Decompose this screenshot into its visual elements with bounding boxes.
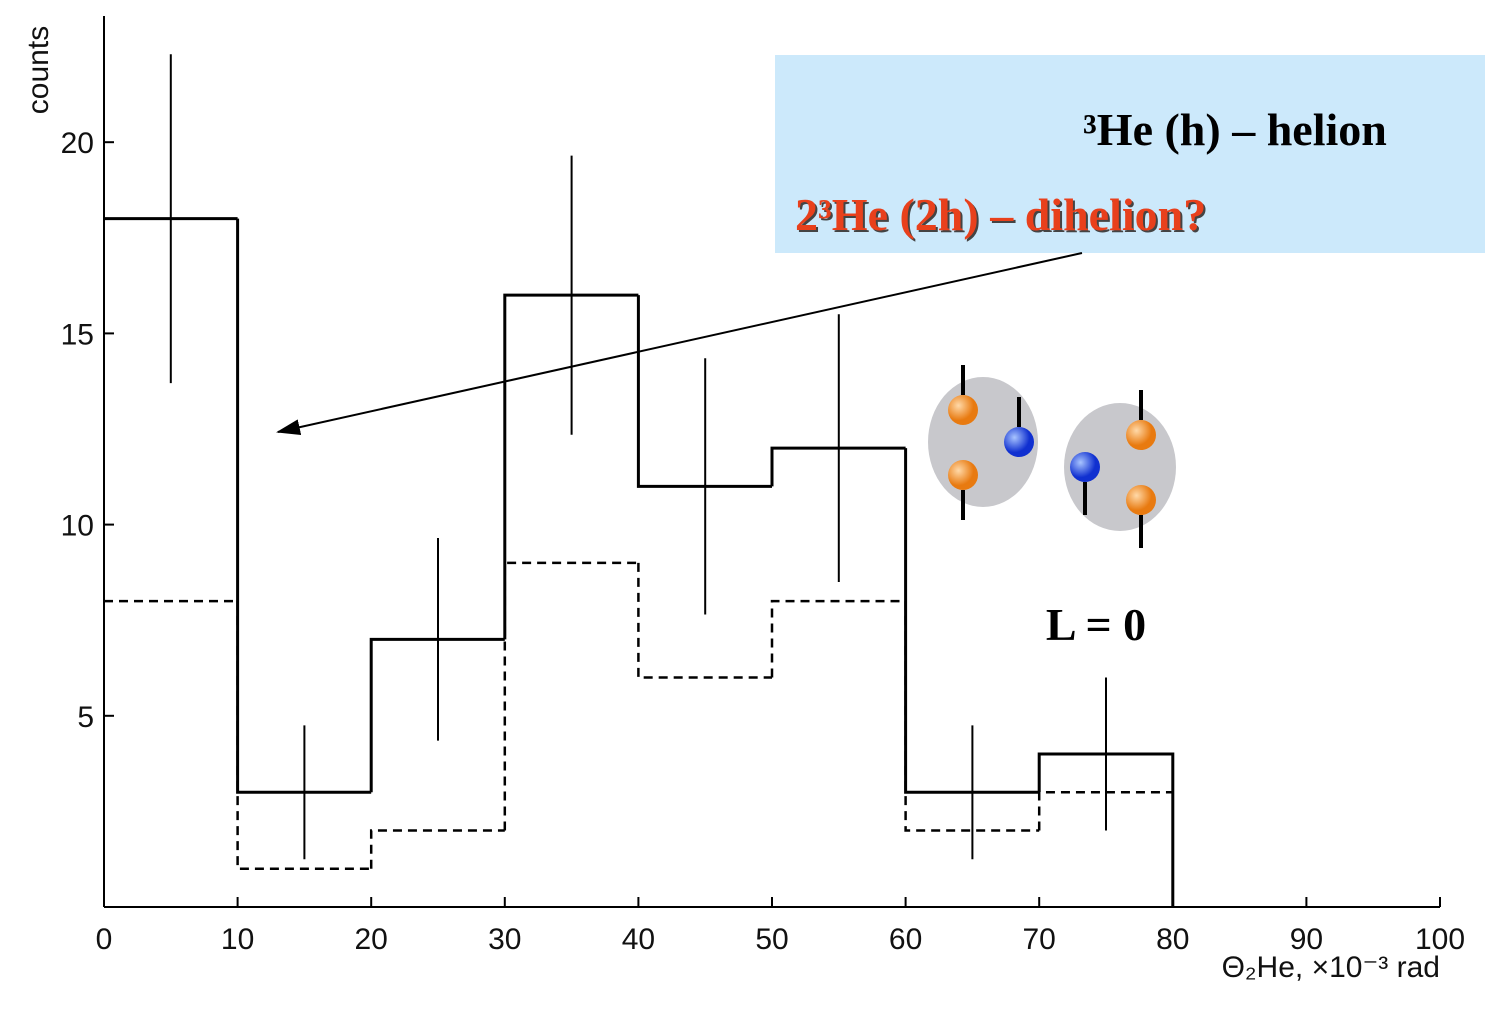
histogram-bin — [503, 561, 639, 831]
x-tick-label: 40 — [622, 923, 655, 956]
annotation-text: 2³He (2h) – dihelion? — [795, 189, 1206, 240]
x-tick-label: 10 — [221, 923, 254, 956]
y-tick-label: 5 — [77, 701, 94, 734]
arrow — [276, 252, 1083, 436]
x-tick-label: 30 — [488, 923, 521, 956]
y-tick-label: 10 — [61, 510, 94, 543]
x-tick-label: 60 — [889, 923, 922, 956]
histogram-bin — [904, 448, 1040, 794]
x-tick-label: 80 — [1156, 923, 1189, 956]
y-axis-label: counts — [22, 26, 55, 114]
box-bg — [775, 55, 1485, 253]
annotation-text: ³He (h) – helion — [1083, 104, 1387, 155]
nucleus-icons — [922, 360, 1180, 550]
histogram-bin — [637, 562, 772, 679]
annotation-text: L = 0 — [1046, 599, 1146, 650]
histogram-bin — [770, 446, 906, 487]
x-tick-label: 20 — [355, 923, 388, 956]
x-tick-label: 90 — [1290, 923, 1323, 956]
annotation-shadow: 2³He (2h) – dihelion? — [797, 191, 1208, 242]
x-tick-label: 70 — [1023, 923, 1056, 956]
x-axis-label: Θ₂He, ×10⁻³ rad — [1222, 951, 1440, 984]
histogram-bin — [770, 599, 906, 678]
histogram-bin — [236, 218, 372, 794]
histogram-bin — [1037, 791, 1173, 831]
histogram-bin — [636, 295, 772, 488]
plot-area: 0 10 20 30 40 50 60 70 80 90 100 5 10 15 20 — [61, 16, 1465, 956]
histogram-bin — [503, 293, 639, 640]
histogram-bin — [369, 637, 505, 793]
y-tick-label: 15 — [61, 318, 94, 351]
histogram-bin — [369, 829, 505, 869]
annotation-box: ³He (h) – helion 2³He (2h) – dihelion? 2… — [775, 55, 1485, 253]
histogram-bin — [904, 601, 1040, 832]
x-tick-label: 50 — [755, 923, 788, 956]
x-tick-label: 0 — [96, 923, 113, 956]
x-tick-label: 100 — [1415, 923, 1465, 956]
y-tick-label: 20 — [61, 127, 94, 160]
